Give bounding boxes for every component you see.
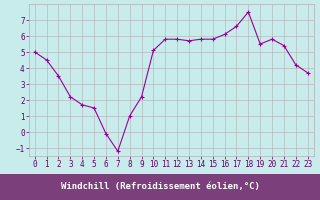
Text: Windchill (Refroidissement éolien,°C): Windchill (Refroidissement éolien,°C) [60, 182, 260, 192]
